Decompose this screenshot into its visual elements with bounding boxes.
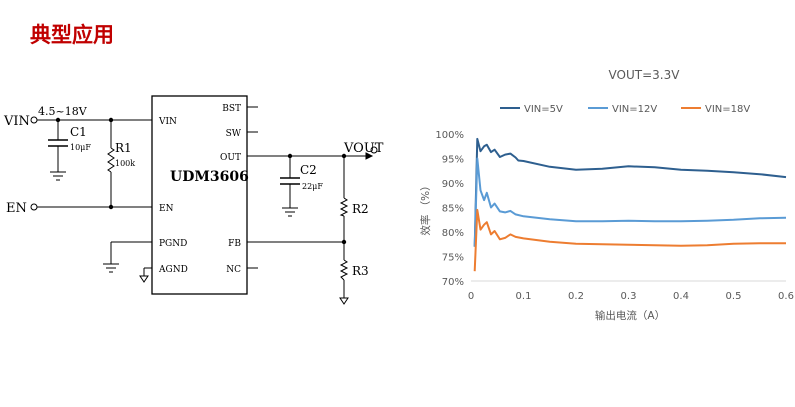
- pin-fb: FB: [228, 239, 241, 249]
- vout-terminal: [370, 146, 378, 154]
- pin-pgnd: PGND: [159, 239, 187, 249]
- pin-bst: BST: [222, 104, 241, 114]
- ground-c2: [282, 207, 298, 217]
- series-line: [473, 157, 787, 247]
- ground-c1: [50, 171, 66, 181]
- chart-legend: VIN=5V VIN=12V VIN=18V: [500, 104, 750, 115]
- x-tick-label: 0.4: [673, 291, 689, 302]
- c1-value: 10μF: [70, 143, 91, 152]
- pin-en: EN: [159, 204, 174, 214]
- y-tick-label: 85%: [442, 204, 464, 215]
- legend-label: VIN=5V: [524, 104, 563, 115]
- legend-label: VIN=18V: [705, 104, 750, 115]
- chart-title: VOUT=3.3V: [609, 68, 681, 82]
- pin-agnd: AGND: [158, 265, 188, 275]
- c2-value: 22μF: [302, 182, 323, 191]
- r3-label: R3: [352, 264, 369, 278]
- typical-application-schematic: VIN EN VOUT 4.5~18V C1 10μF R1 100k C2 2…: [3, 95, 384, 305]
- x-tick-label: 0.2: [568, 291, 584, 302]
- pin-vin: VIN: [158, 117, 177, 127]
- vin-port-label: VIN: [3, 114, 30, 129]
- ic-name: UDM3606: [170, 169, 249, 185]
- r2-symbol: [339, 197, 349, 217]
- ground-r3-symbol: [339, 297, 349, 305]
- x-tick-label: 0.5: [726, 291, 742, 302]
- ground-pgnd: [103, 263, 119, 273]
- c2-symbol: [280, 177, 300, 185]
- plot-area: [473, 137, 787, 272]
- pin-nc: NC: [226, 265, 241, 275]
- agnd-symbol: [139, 275, 149, 283]
- x-axis: 0 0.1 0.2 0.3 0.4 0.5 0.6: [468, 291, 794, 302]
- y-tick-label: 70%: [442, 277, 464, 288]
- en-port-label: EN: [6, 201, 27, 216]
- ic-body: [151, 95, 248, 295]
- x-tick-label: 0.6: [778, 291, 794, 302]
- y-axis: 70% 75% 80% 85% 90% 95% 100%: [435, 130, 464, 288]
- page-title: 典型应用: [30, 23, 114, 47]
- junction-dot: [341, 153, 347, 159]
- junction-dot: [341, 239, 347, 245]
- x-tick-label: 0.1: [516, 291, 532, 302]
- vout-port-label: VOUT: [343, 141, 384, 156]
- legend-label: VIN=12V: [612, 104, 657, 115]
- junction-dot: [55, 117, 61, 123]
- c1-label: C1: [70, 125, 87, 139]
- pin-sw: SW: [226, 129, 242, 139]
- r1-label: R1: [115, 141, 132, 155]
- y-tick-label: 80%: [442, 228, 464, 239]
- pin-out: OUT: [220, 153, 241, 163]
- x-axis-label: 输出电流（A）: [595, 309, 665, 322]
- x-tick-label: 0.3: [621, 291, 637, 302]
- vin-terminal: [30, 116, 38, 124]
- c2-label: C2: [300, 163, 317, 177]
- efficiency-chart: VOUT=3.3V VIN=5V VIN=12V VIN=18V 70% 75% 80%…: [419, 68, 794, 322]
- series-line: [473, 208, 786, 272]
- y-tick-label: 95%: [442, 155, 464, 166]
- r2-label: R2: [352, 202, 369, 216]
- vin-range-label: 4.5~18V: [38, 105, 88, 118]
- junction-dot: [108, 204, 114, 210]
- series-line: [473, 137, 787, 247]
- en-terminal: [30, 203, 38, 211]
- wires: [37, 106, 371, 298]
- junction-dot: [287, 153, 293, 159]
- y-tick-label: 100%: [435, 130, 464, 141]
- junction-dot: [108, 117, 114, 123]
- vout-arrow: [365, 152, 374, 160]
- y-tick-label: 75%: [442, 253, 464, 264]
- c1-symbol: [48, 139, 68, 147]
- r1-value: 100k: [115, 159, 135, 168]
- y-tick-label: 90%: [442, 179, 464, 190]
- r3-symbol: [339, 259, 349, 281]
- y-axis-label: 效率 （%）: [419, 180, 432, 235]
- x-tick-label: 0: [468, 291, 474, 302]
- r1-symbol: [107, 147, 115, 173]
